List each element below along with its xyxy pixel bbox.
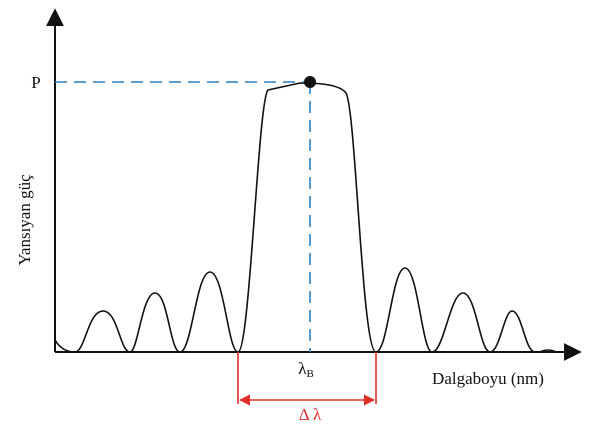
y-axis-label: Yansıyan güç (15, 174, 34, 266)
x-axis-label: Dalgaboyu (nm) (432, 369, 544, 388)
width-label: Δ λ (299, 405, 322, 424)
peak-dot (304, 76, 316, 88)
peak-label: P (31, 73, 40, 92)
center-subscript: B (306, 368, 313, 380)
center-symbol: λ (298, 359, 307, 378)
center-label: λB (298, 359, 314, 380)
spectrum-curve (54, 82, 565, 353)
